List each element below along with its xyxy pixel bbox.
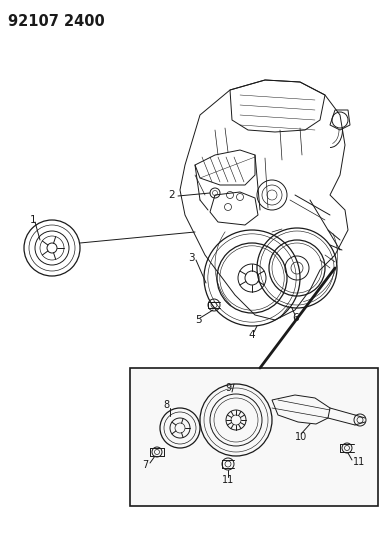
Text: 11: 11: [222, 475, 234, 485]
Text: 7: 7: [142, 460, 148, 470]
Text: 1: 1: [30, 215, 37, 225]
Text: 6: 6: [292, 313, 299, 323]
Text: 4: 4: [248, 330, 255, 340]
Text: 3: 3: [188, 253, 195, 263]
Text: 5: 5: [195, 315, 202, 325]
Text: 11: 11: [353, 457, 365, 467]
Text: 9: 9: [225, 383, 231, 393]
Bar: [130, 368, 378, 506]
Text: 8: 8: [163, 400, 169, 410]
Text: 2: 2: [168, 190, 175, 200]
Text: 92107 2400: 92107 2400: [8, 14, 105, 29]
Text: 10: 10: [295, 432, 307, 442]
